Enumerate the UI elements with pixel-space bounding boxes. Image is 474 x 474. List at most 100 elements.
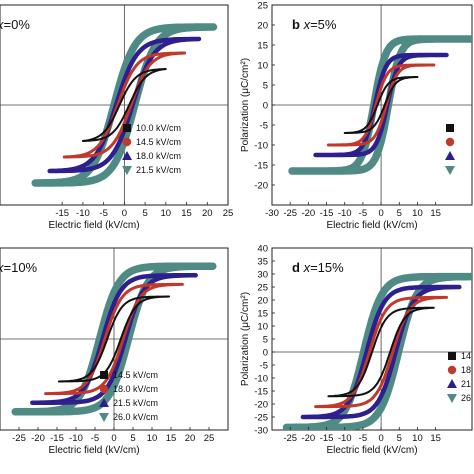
legend [445,124,455,175]
series-loop-2 [313,52,449,158]
legend-marker-2 [447,379,457,388]
legend-marker-3 [445,166,455,175]
x-tick-label: -10 [76,208,90,219]
y-tick-label: 10 [257,60,268,71]
series-loop-0 [327,306,435,398]
x-tick-label: 10 [412,208,423,219]
y-tick-label: -25 [254,412,268,423]
legend-marker-3 [99,413,109,422]
y-tick-label: 20 [257,295,268,306]
legend-marker-1 [447,365,457,375]
y-tick-label: -10 [254,373,268,384]
series-loop-2 [47,36,202,174]
legend-label-2: 21.5 kV/cm [113,398,158,408]
panel-d: -25 -20 -15 -10 -5 0 5 10 15-30-25-20-15-10-5051… [240,243,474,456]
series-loop-1 [326,63,436,147]
panel-label: x=10% [0,260,38,275]
legend-marker-1 [99,384,109,394]
x-tick-label: -5 [99,208,107,219]
legend-marker-3 [447,394,457,403]
legend-label-3: 26.0 kV/cm [113,412,158,422]
loops [11,262,217,416]
legend-label-1: 14.5 kV/cm [136,137,181,147]
x-tick-label: -15 [55,208,69,219]
y-tick-label: 5 [263,334,268,345]
y-tick-label: 10 [257,321,268,332]
x-tick-label: -10 [338,208,352,219]
x-tick-label: -5 [359,433,367,444]
x-tick-label: 0 [378,433,383,444]
y-tick-label: 40 [257,243,268,254]
series-loop-1 [44,282,184,396]
x-tick-label: -5 [359,208,367,219]
legend-label-3: 21.5 kV/cm [136,165,181,175]
legend-label-0: 14. [461,351,474,361]
legend: 10.0 kV/cm 14.5 kV/cm 18.0 kV/cm 21.5 kV/cm [122,123,181,175]
legend-label-0: 14.5 kV/cm [113,370,158,380]
panel-c: -25 -20 -15 -10 -5 0 5 10 15 20 25 Electric field (… [0,247,229,456]
legend-marker-0 [123,124,131,132]
y-axis-label: Polarization (μC/cm²) [240,292,251,386]
y-tick-label: -20 [254,180,268,191]
x-tick-label: 25 [204,433,215,444]
x-axis-label: Electric field (kV/cm) [326,220,417,231]
panel-label: b x=5% [292,17,337,32]
legend: 14.5 kV/cm 18.0 kV/cm 21.5 kV/cm 26.0 kV/cm [99,370,158,422]
series-loop-0 [81,68,167,142]
x-tick-label: -20 [31,433,45,444]
x-tick-label: -15 [320,433,334,444]
panel-label: d x=15% [292,260,344,275]
y-tick-label: -10 [254,140,268,151]
y-tick-label: 25 [257,282,268,293]
y-tick-label: -5 [260,360,268,371]
x-axis-label: Electric field (kV/cm) [326,445,417,456]
legend-label-2: 18.0 kV/cm [136,151,181,161]
legend-label-2: 21. [461,379,474,389]
panel-b: -30 -25 -20 -15 -10 -5 0 5 10 15 -20 -15 -10 -5 0 5 10 15… [240,0,473,231]
panel-label: x=0% [0,17,30,32]
y-tick-label: 25 [257,0,268,11]
legend-label-1: 18.0 kV/cm [113,384,158,394]
y-tick-label: -30 [254,425,268,436]
x-tick-label: 0 [122,208,127,219]
y-tick-label: 15 [257,40,268,51]
x-tick-label: 15 [181,208,192,219]
x-tick-label: 20 [185,433,196,444]
series-loop-3 [288,35,472,175]
x-tick-label: 10 [147,433,158,444]
x-tick-label: 5 [397,433,402,444]
x-tick-label: -5 [91,433,99,444]
legend-marker-2 [122,151,132,160]
y-tick-label: 30 [257,269,268,280]
legend-label-3: 26. [461,393,474,403]
y-tick-label: 20 [257,20,268,31]
x-tick-label: -20 [301,208,315,219]
legend-marker-3 [122,166,132,175]
y-tick-label: 35 [257,256,268,267]
y-tick-label: -15 [254,160,268,171]
loops [282,272,472,430]
x-tick-label: -10 [69,433,83,444]
legend-label-0: 10.0 kV/cm [136,123,181,133]
y-tick-label: 15 [257,308,268,319]
loops [288,35,472,175]
x-tick-label: 20 [202,208,213,219]
x-tick-label: 0 [111,433,116,444]
x-tick-label: 15 [166,433,177,444]
x-tick-label: -25 [283,433,297,444]
legend-marker-0 [446,124,454,132]
series-loop-0 [57,295,171,383]
x-tick-label: 25 [223,208,234,219]
x-tick-label: 15 [430,208,441,219]
legend-marker-1 [445,137,455,147]
x-tick-label: 5 [397,208,402,219]
x-tick-label: -30 [265,208,279,219]
panel-a: -15 -10 -5 0 5 10 15 20 25 Electric field (kV/cm)… [0,4,234,231]
x-tick-label: -15 [50,433,64,444]
x-tick-label: -25 [12,433,26,444]
y-tick-label: 5 [263,80,268,91]
x-tick-label: -25 [283,208,297,219]
legend-marker-1 [122,137,132,147]
x-tick-label: -15 [320,208,334,219]
